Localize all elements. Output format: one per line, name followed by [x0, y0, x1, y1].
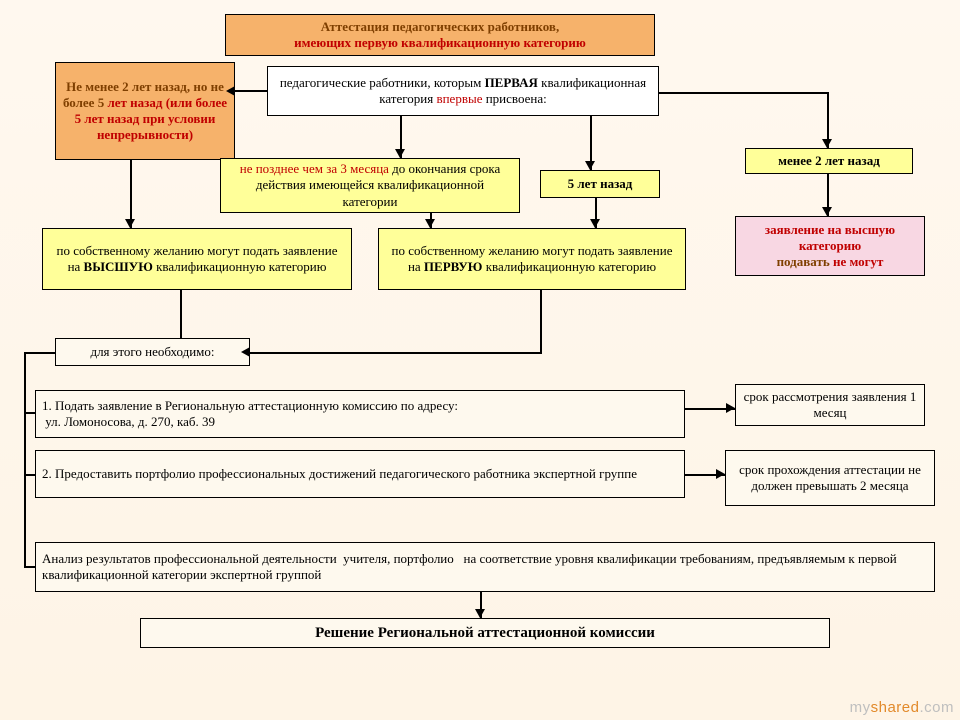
arrow-head [585, 161, 595, 170]
arrow-head [726, 403, 735, 413]
arrow-head [125, 219, 135, 228]
arrow-head [475, 609, 485, 618]
box-top_center: педагогические работники, которым ПЕРВАЯ… [267, 66, 659, 116]
connector [180, 290, 182, 338]
box-need_label: для этого необходимо: [55, 338, 250, 366]
box-cond_deadline: не позднее чем за 3 месяца до окончания … [220, 158, 520, 213]
box-action_high: по собственному желанию могут подать зая… [42, 228, 352, 290]
arrow-head [226, 86, 235, 96]
connector [659, 92, 829, 94]
box-cond_5years: 5 лет назад [540, 170, 660, 198]
connector [24, 412, 35, 414]
box-decision: Решение Региональной аттестационной коми… [140, 618, 830, 648]
arrow-head [590, 219, 600, 228]
arrow-head [822, 139, 832, 148]
box-term1: срок рассмотрения заявления 1 месяц [735, 384, 925, 426]
connector [55, 338, 56, 339]
arrow-head [395, 149, 405, 158]
box-cond_less2: менее 2 лет назад [745, 148, 913, 174]
connector [24, 474, 35, 476]
connector [24, 352, 55, 354]
box-term2: срок прохождения аттестации не должен пр… [725, 450, 935, 506]
box-step1: 1. Подать заявление в Региональную аттес… [35, 390, 685, 438]
arrow-head [241, 347, 250, 357]
connector [24, 566, 35, 568]
box-step2: 2. Предоставить портфолио профессиональн… [35, 450, 685, 498]
box-action_first: по собственному желанию могут подать зая… [378, 228, 686, 290]
connector [235, 90, 267, 92]
arrow-head [425, 219, 435, 228]
connector [24, 352, 26, 568]
connector [250, 352, 542, 354]
watermark: myshared.com [850, 699, 954, 716]
box-title: Аттестация педагогических работников,име… [225, 14, 655, 56]
arrow-head [822, 207, 832, 216]
box-action_cannot: заявление на высшую категориюподавать не… [735, 216, 925, 276]
connector [540, 290, 542, 352]
box-analysis: Анализ результатов профессиональной деят… [35, 542, 935, 592]
arrow-head [716, 469, 725, 479]
box-top_left: Не менее 2 лет назад, но не более 5 лет … [55, 62, 235, 160]
connector [130, 160, 132, 228]
